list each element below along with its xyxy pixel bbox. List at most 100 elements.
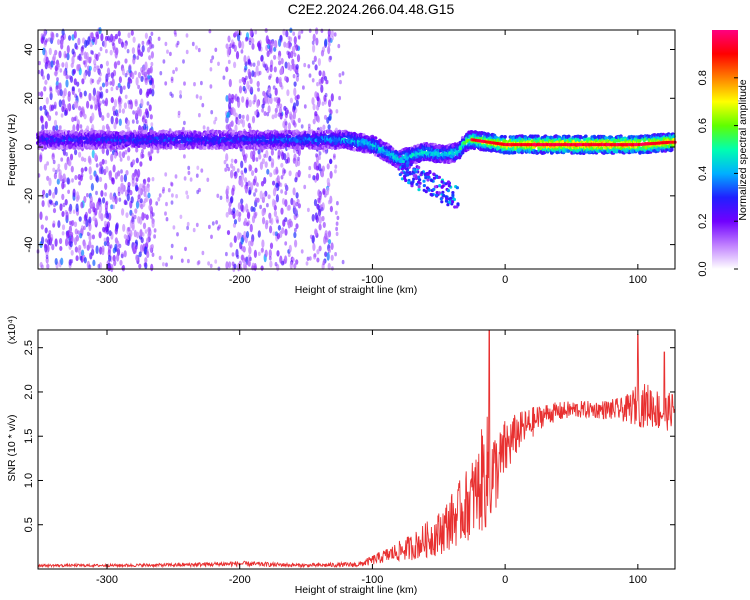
noise-speckle	[207, 261, 211, 266]
noise-speckle	[68, 35, 72, 41]
noise-speckle	[162, 186, 166, 192]
noise-speckle	[150, 149, 154, 154]
noise-speckle	[44, 215, 49, 221]
noise-speckle	[280, 175, 284, 180]
noise-speckle	[135, 254, 139, 261]
noise-speckle	[292, 31, 296, 36]
noise-speckle	[77, 55, 80, 60]
noise-speckle	[151, 88, 155, 97]
noise-speckle	[317, 155, 321, 161]
noise-speckle	[99, 164, 103, 169]
noise-speckle	[268, 155, 272, 162]
spectrogram-cell	[451, 151, 455, 156]
noise-speckle	[66, 45, 70, 54]
noise-speckle	[110, 153, 114, 162]
noise-speckle	[98, 76, 102, 83]
noise-speckle	[117, 191, 121, 197]
noise-speckle	[240, 254, 244, 261]
noise-speckle	[121, 41, 125, 48]
noise-speckle	[112, 204, 116, 210]
noise-speckle	[106, 236, 110, 243]
noise-speckle	[284, 75, 288, 82]
noise-speckle	[70, 62, 74, 68]
noise-speckle	[198, 187, 201, 193]
noise-speckle	[165, 201, 168, 207]
noise-speckle	[294, 208, 298, 215]
noise-speckle	[311, 40, 315, 45]
noise-speckle	[78, 216, 82, 222]
noise-speckle	[43, 104, 47, 111]
noise-speckle	[97, 68, 100, 74]
noise-speckle	[192, 227, 196, 233]
noise-speckle	[125, 169, 129, 176]
noise-speckle	[48, 189, 52, 196]
noise-speckle	[138, 263, 142, 269]
noise-speckle	[196, 261, 200, 266]
noise-speckle	[321, 165, 325, 172]
noise-speckle	[142, 222, 147, 230]
noise-speckle	[73, 30, 77, 39]
noise-speckle	[75, 203, 79, 212]
noise-speckle	[122, 223, 126, 232]
noise-speckle	[124, 149, 128, 155]
noise-speckle	[250, 150, 254, 160]
noise-speckle	[287, 122, 291, 131]
noise-speckle	[276, 175, 280, 184]
noise-speckle	[292, 110, 296, 120]
noise-speckle	[53, 172, 58, 180]
noise-speckle	[158, 193, 162, 198]
noise-speckle	[243, 77, 247, 83]
noise-speckle	[226, 230, 231, 236]
noise-speckle	[171, 193, 174, 198]
noise-speckle	[118, 95, 122, 103]
noise-speckle	[123, 42, 127, 50]
noise-speckle	[59, 238, 63, 245]
noise-speckle	[254, 30, 258, 35]
noise-speckle	[84, 166, 88, 172]
noise-speckle	[98, 231, 102, 239]
noise-speckle	[127, 226, 131, 232]
noise-speckle	[113, 259, 117, 267]
noise-speckle	[245, 99, 249, 109]
noise-speckle	[284, 228, 288, 236]
noise-speckle	[77, 173, 81, 181]
noise-speckle	[45, 97, 49, 105]
noise-speckle	[148, 204, 152, 211]
noise-speckle	[88, 65, 92, 71]
noise-speckle	[134, 100, 138, 107]
noise-speckle	[237, 119, 241, 126]
noise-speckle	[179, 94, 183, 99]
noise-speckle	[228, 93, 232, 101]
noise-speckle	[251, 265, 255, 271]
noise-speckle	[172, 69, 176, 75]
noise-speckle	[77, 64, 81, 71]
noise-speckle	[305, 261, 309, 266]
noise-speckle	[165, 262, 168, 267]
noise-speckle	[276, 250, 280, 257]
noise-speckle	[45, 192, 49, 199]
noise-speckle	[76, 248, 80, 253]
noise-speckle	[144, 119, 148, 124]
noise-speckle	[123, 173, 127, 183]
noise-speckle	[42, 75, 45, 80]
noise-speckle	[306, 256, 310, 261]
noise-speckle	[317, 58, 321, 66]
noise-speckle	[318, 70, 322, 77]
noise-speckle	[131, 72, 135, 80]
noise-speckle	[210, 234, 213, 239]
noise-speckle	[141, 149, 144, 154]
noise-speckle	[95, 190, 98, 196]
noise-speckle	[182, 59, 185, 64]
noise-speckle	[292, 102, 297, 111]
noise-speckle	[297, 35, 301, 40]
noise-speckle	[140, 203, 144, 210]
noise-speckle	[169, 51, 172, 57]
noise-speckle	[316, 82, 319, 87]
noise-speckle	[300, 249, 304, 254]
noise-speckle	[269, 96, 273, 105]
noise-speckle	[274, 40, 278, 49]
noise-speckle	[267, 105, 271, 114]
noise-speckle	[91, 112, 95, 121]
noise-speckle	[99, 100, 102, 106]
noise-speckle	[170, 76, 174, 82]
